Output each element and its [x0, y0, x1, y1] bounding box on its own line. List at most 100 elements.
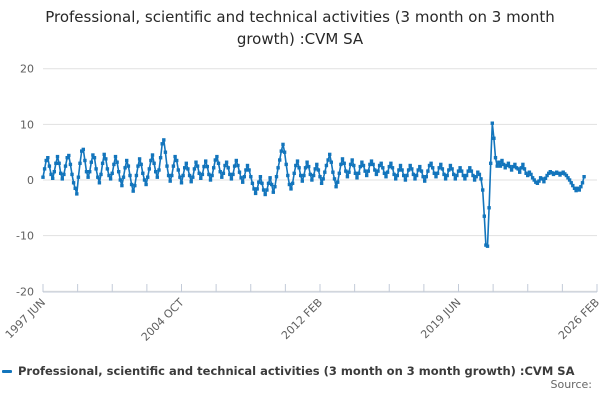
- data-point-marker: [231, 172, 235, 177]
- data-point-marker: [289, 187, 293, 191]
- data-point-marker: [120, 183, 124, 188]
- data-point-marker: [347, 170, 351, 174]
- data-point-marker: [468, 166, 472, 170]
- data-point-marker: [580, 181, 585, 185]
- data-point-marker: [477, 172, 482, 177]
- data-point-marker: [357, 171, 361, 175]
- data-point-marker: [519, 166, 523, 170]
- data-point-marker: [448, 163, 453, 168]
- data-point-marker: [258, 175, 263, 179]
- data-point-marker: [84, 170, 89, 174]
- y-axis-label: -10: [16, 230, 34, 243]
- data-point-marker: [44, 158, 48, 163]
- data-point-marker: [543, 176, 548, 180]
- data-point-marker: [110, 171, 114, 175]
- data-point-marker: [118, 178, 122, 182]
- data-point-marker: [413, 177, 417, 181]
- data-point-marker: [154, 170, 158, 174]
- data-point-marker: [121, 175, 126, 179]
- data-point-marker: [213, 158, 217, 162]
- data-point-marker: [226, 166, 230, 170]
- data-point-marker: [173, 154, 177, 159]
- data-point-marker: [274, 175, 279, 179]
- data-point-marker: [368, 162, 372, 167]
- data-point-marker: [355, 176, 359, 180]
- data-point-marker: [212, 166, 216, 170]
- data-point-marker: [117, 170, 121, 174]
- data-point-marker: [302, 173, 306, 178]
- data-point-marker: [129, 182, 134, 187]
- data-point-marker: [218, 170, 222, 174]
- data-point-marker: [527, 170, 532, 174]
- data-point-marker: [358, 164, 362, 169]
- data-point-marker: [506, 161, 511, 165]
- data-point-marker: [340, 157, 345, 161]
- data-point-marker: [331, 170, 335, 174]
- data-point-marker: [395, 173, 399, 178]
- data-point-marker: [431, 166, 435, 170]
- data-point-marker: [144, 182, 148, 187]
- data-point-marker: [189, 180, 193, 184]
- data-point-marker: [163, 150, 168, 154]
- data-point-marker: [443, 177, 448, 181]
- data-point-marker: [574, 188, 578, 193]
- data-point-marker: [572, 186, 577, 190]
- data-point-marker: [577, 188, 581, 192]
- data-point-marker: [522, 167, 527, 171]
- data-point-marker: [292, 171, 296, 175]
- data-point-marker: [157, 168, 161, 172]
- data-point-marker: [287, 182, 292, 187]
- data-point-marker: [166, 173, 171, 178]
- data-point-marker: [284, 162, 288, 167]
- data-point-marker: [405, 173, 409, 178]
- data-point-marker: [113, 154, 118, 159]
- data-point-marker: [535, 181, 540, 185]
- data-point-marker: [402, 173, 406, 178]
- data-point-marker: [582, 175, 586, 179]
- data-point-marker: [369, 159, 374, 163]
- data-point-marker: [295, 159, 300, 163]
- data-point-marker: [427, 163, 432, 168]
- legend-line-marker: [2, 369, 12, 373]
- data-point-marker: [326, 158, 330, 162]
- data-point-marker: [215, 154, 219, 159]
- data-point-marker: [99, 172, 103, 177]
- data-point-marker: [224, 160, 229, 164]
- data-point-marker: [97, 181, 102, 185]
- data-point-marker: [62, 172, 66, 177]
- data-point-marker: [476, 170, 480, 174]
- data-point-marker: [307, 164, 311, 169]
- source-label: Source:: [550, 378, 593, 391]
- data-point-marker: [223, 163, 227, 168]
- data-point-marker: [435, 171, 440, 175]
- data-point-marker: [59, 171, 63, 175]
- data-point-marker: [165, 164, 169, 168]
- data-point-marker: [471, 173, 475, 178]
- data-point-marker: [361, 163, 366, 168]
- data-point-marker: [63, 164, 68, 168]
- data-point-marker: [229, 177, 234, 181]
- data-point-marker: [513, 162, 517, 167]
- data-point-marker: [432, 171, 436, 175]
- legend-item[interactable]: Professional, scientific and technical a…: [2, 364, 598, 378]
- y-axis-labels: 20 10 0 -10 -20: [16, 63, 34, 299]
- data-point-marker: [472, 178, 477, 182]
- data-point-marker: [176, 168, 180, 172]
- data-point-marker: [300, 179, 304, 183]
- data-point-marker: [199, 176, 203, 180]
- data-point-marker: [329, 160, 333, 164]
- data-point-marker: [371, 162, 375, 167]
- data-point-marker: [81, 147, 85, 152]
- data-point-marker: [181, 173, 185, 178]
- data-point-marker: [270, 182, 274, 187]
- data-point-marker: [363, 169, 367, 173]
- data-point-marker: [282, 150, 287, 154]
- data-point-marker: [253, 191, 258, 196]
- data-point-marker: [205, 164, 209, 169]
- data-point-marker: [46, 156, 50, 160]
- data-point-marker: [521, 162, 525, 167]
- data-point-marker: [179, 181, 184, 185]
- data-point-marker: [139, 162, 143, 167]
- data-point-marker: [268, 176, 272, 180]
- data-point-marker: [497, 160, 501, 164]
